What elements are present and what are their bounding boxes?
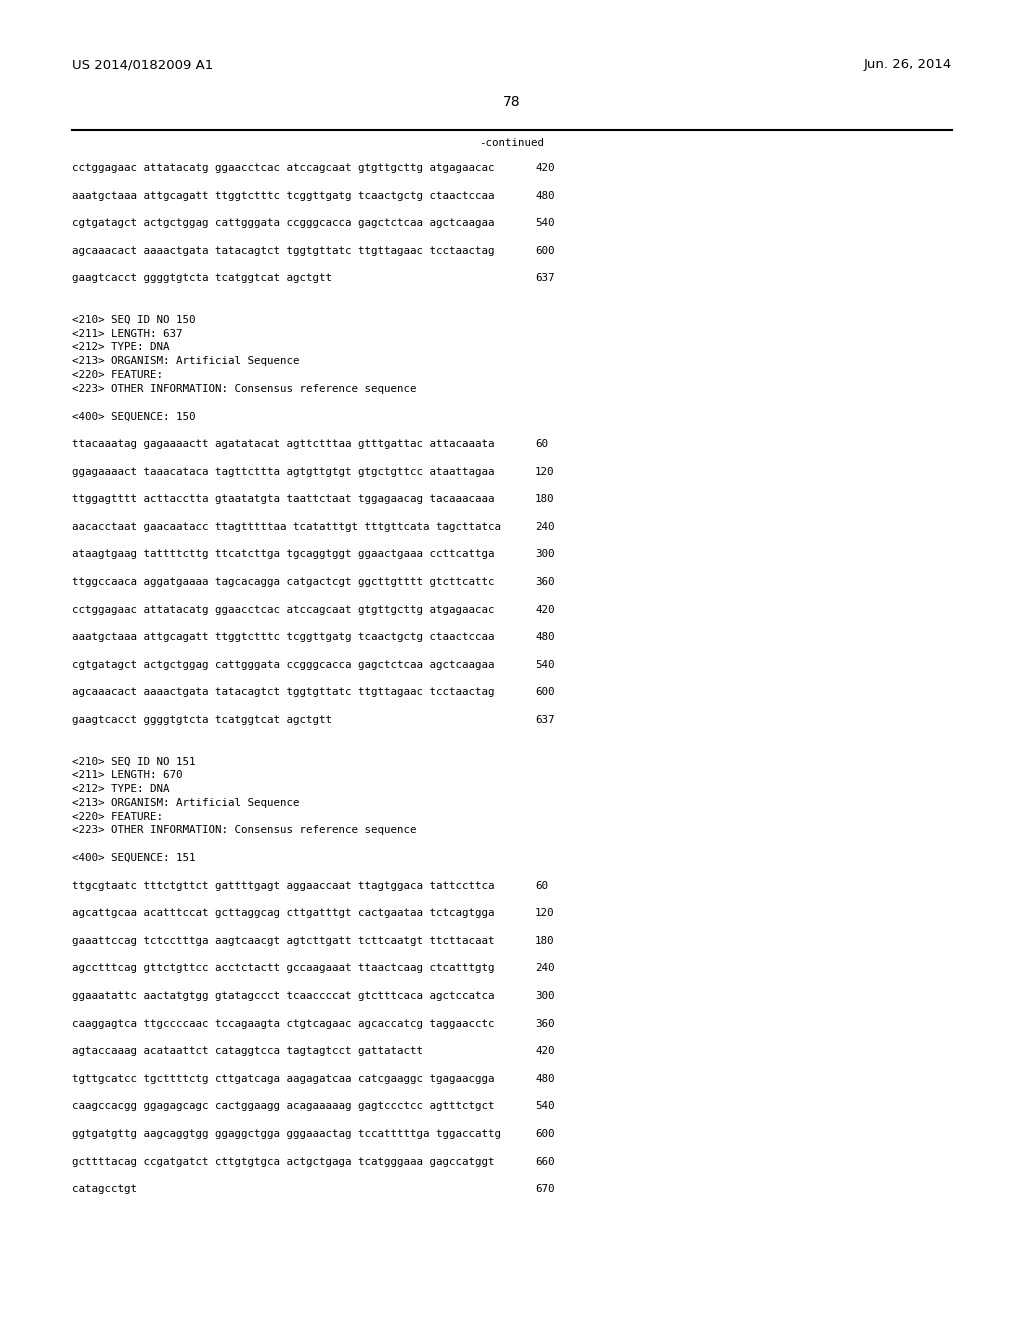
Text: 60: 60 <box>535 440 548 449</box>
Text: 540: 540 <box>535 1101 555 1111</box>
Text: 480: 480 <box>535 190 555 201</box>
Text: Jun. 26, 2014: Jun. 26, 2014 <box>864 58 952 71</box>
Text: ggagaaaact taaacataca tagttcttta agtgttgtgt gtgctgttcc ataattagaa: ggagaaaact taaacataca tagttcttta agtgttg… <box>72 466 495 477</box>
Text: aacacctaat gaacaatacc ttagtttttaa tcatatttgt tttgttcata tagcttatca: aacacctaat gaacaatacc ttagtttttaa tcatat… <box>72 521 501 532</box>
Text: 120: 120 <box>535 466 555 477</box>
Text: 420: 420 <box>535 1047 555 1056</box>
Text: <210> SEQ ID NO 151: <210> SEQ ID NO 151 <box>72 756 196 767</box>
Text: ttggagtttt acttacctta gtaatatgta taattctaat tggagaacag tacaaacaaa: ttggagtttt acttacctta gtaatatgta taattct… <box>72 494 495 504</box>
Text: 78: 78 <box>503 95 521 110</box>
Text: cctggagaac attatacatg ggaacctcac atccagcaat gtgttgcttg atgagaacac: cctggagaac attatacatg ggaacctcac atccagc… <box>72 605 495 615</box>
Text: agtaccaaag acataattct cataggtcca tagtagtcct gattatactt: agtaccaaag acataattct cataggtcca tagtagt… <box>72 1047 423 1056</box>
Text: <400> SEQUENCE: 151: <400> SEQUENCE: 151 <box>72 853 196 863</box>
Text: 600: 600 <box>535 1129 555 1139</box>
Text: 480: 480 <box>535 632 555 643</box>
Text: <213> ORGANISM: Artificial Sequence: <213> ORGANISM: Artificial Sequence <box>72 356 299 366</box>
Text: 420: 420 <box>535 605 555 615</box>
Text: 540: 540 <box>535 218 555 228</box>
Text: 480: 480 <box>535 1073 555 1084</box>
Text: ttgcgtaatc tttctgttct gattttgagt aggaaccaat ttagtggaca tattccttca: ttgcgtaatc tttctgttct gattttgagt aggaacc… <box>72 880 495 891</box>
Text: <213> ORGANISM: Artificial Sequence: <213> ORGANISM: Artificial Sequence <box>72 797 299 808</box>
Text: caagccacgg ggagagcagc cactggaagg acagaaaaag gagtccctcc agtttctgct: caagccacgg ggagagcagc cactggaagg acagaaa… <box>72 1101 495 1111</box>
Text: catagcctgt: catagcctgt <box>72 1184 137 1195</box>
Text: cctggagaac attatacatg ggaacctcac atccagcaat gtgttgcttg atgagaacac: cctggagaac attatacatg ggaacctcac atccagc… <box>72 162 495 173</box>
Text: 120: 120 <box>535 908 555 919</box>
Text: <211> LENGTH: 637: <211> LENGTH: 637 <box>72 329 182 339</box>
Text: <220> FEATURE:: <220> FEATURE: <box>72 812 163 821</box>
Text: US 2014/0182009 A1: US 2014/0182009 A1 <box>72 58 213 71</box>
Text: 420: 420 <box>535 162 555 173</box>
Text: aaatgctaaa attgcagatt ttggtctttc tcggttgatg tcaactgctg ctaactccaa: aaatgctaaa attgcagatt ttggtctttc tcggttg… <box>72 190 495 201</box>
Text: <212> TYPE: DNA: <212> TYPE: DNA <box>72 342 170 352</box>
Text: gaagtcacct ggggtgtcta tcatggtcat agctgtt: gaagtcacct ggggtgtcta tcatggtcat agctgtt <box>72 273 332 284</box>
Text: agcaaacact aaaactgata tatacagtct tggtgttatc ttgttagaac tcctaactag: agcaaacact aaaactgata tatacagtct tggtgtt… <box>72 246 495 256</box>
Text: 600: 600 <box>535 688 555 697</box>
Text: <400> SEQUENCE: 150: <400> SEQUENCE: 150 <box>72 412 196 421</box>
Text: 180: 180 <box>535 494 555 504</box>
Text: 670: 670 <box>535 1184 555 1195</box>
Text: 240: 240 <box>535 964 555 973</box>
Text: -continued: -continued <box>479 139 545 148</box>
Text: ttggccaaca aggatgaaaa tagcacagga catgactcgt ggcttgtttt gtcttcattc: ttggccaaca aggatgaaaa tagcacagga catgact… <box>72 577 495 587</box>
Text: gaagtcacct ggggtgtcta tcatggtcat agctgtt: gaagtcacct ggggtgtcta tcatggtcat agctgtt <box>72 715 332 725</box>
Text: 360: 360 <box>535 1019 555 1028</box>
Text: ggaaatattc aactatgtgg gtatagccct tcaaccccat gtctttcaca agctccatca: ggaaatattc aactatgtgg gtatagccct tcaaccc… <box>72 991 495 1001</box>
Text: agcaaacact aaaactgata tatacagtct tggtgttatc ttgttagaac tcctaactag: agcaaacact aaaactgata tatacagtct tggtgtt… <box>72 688 495 697</box>
Text: gaaattccag tctcctttga aagtcaacgt agtcttgatt tcttcaatgt ttcttacaat: gaaattccag tctcctttga aagtcaacgt agtcttg… <box>72 936 495 946</box>
Text: 637: 637 <box>535 715 555 725</box>
Text: <220> FEATURE:: <220> FEATURE: <box>72 370 163 380</box>
Text: 60: 60 <box>535 880 548 891</box>
Text: <212> TYPE: DNA: <212> TYPE: DNA <box>72 784 170 795</box>
Text: ggtgatgttg aagcaggtgg ggaggctgga gggaaactag tccatttttga tggaccattg: ggtgatgttg aagcaggtgg ggaggctgga gggaaac… <box>72 1129 501 1139</box>
Text: agcctttcag gttctgttcc acctctactt gccaagaaat ttaactcaag ctcatttgtg: agcctttcag gttctgttcc acctctactt gccaaga… <box>72 964 495 973</box>
Text: <210> SEQ ID NO 150: <210> SEQ ID NO 150 <box>72 314 196 325</box>
Text: gcttttacag ccgatgatct cttgtgtgca actgctgaga tcatgggaaa gagccatggt: gcttttacag ccgatgatct cttgtgtgca actgctg… <box>72 1156 495 1167</box>
Text: aaatgctaaa attgcagatt ttggtctttc tcggttgatg tcaactgctg ctaactccaa: aaatgctaaa attgcagatt ttggtctttc tcggttg… <box>72 632 495 643</box>
Text: ataagtgaag tattttcttg ttcatcttga tgcaggtggt ggaactgaaa ccttcattga: ataagtgaag tattttcttg ttcatcttga tgcaggt… <box>72 549 495 560</box>
Text: 637: 637 <box>535 273 555 284</box>
Text: cgtgatagct actgctggag cattgggata ccgggcacca gagctctcaa agctcaagaa: cgtgatagct actgctggag cattgggata ccgggca… <box>72 218 495 228</box>
Text: 600: 600 <box>535 246 555 256</box>
Text: caaggagtca ttgccccaac tccagaagta ctgtcagaac agcaccatcg taggaacctc: caaggagtca ttgccccaac tccagaagta ctgtcag… <box>72 1019 495 1028</box>
Text: 240: 240 <box>535 521 555 532</box>
Text: ttacaaatag gagaaaactt agatatacat agttctttaa gtttgattac attacaaata: ttacaaatag gagaaaactt agatatacat agttctt… <box>72 440 495 449</box>
Text: cgtgatagct actgctggag cattgggata ccgggcacca gagctctcaa agctcaagaa: cgtgatagct actgctggag cattgggata ccgggca… <box>72 660 495 669</box>
Text: 540: 540 <box>535 660 555 669</box>
Text: 180: 180 <box>535 936 555 946</box>
Text: 300: 300 <box>535 991 555 1001</box>
Text: agcattgcaa acatttccat gcttaggcag cttgatttgt cactgaataa tctcagtgga: agcattgcaa acatttccat gcttaggcag cttgatt… <box>72 908 495 919</box>
Text: 660: 660 <box>535 1156 555 1167</box>
Text: tgttgcatcc tgcttttctg cttgatcaga aagagatcaa catcgaaggc tgagaacgga: tgttgcatcc tgcttttctg cttgatcaga aagagat… <box>72 1073 495 1084</box>
Text: 300: 300 <box>535 549 555 560</box>
Text: <223> OTHER INFORMATION: Consensus reference sequence: <223> OTHER INFORMATION: Consensus refer… <box>72 825 417 836</box>
Text: <211> LENGTH: 670: <211> LENGTH: 670 <box>72 770 182 780</box>
Text: <223> OTHER INFORMATION: Consensus reference sequence: <223> OTHER INFORMATION: Consensus refer… <box>72 384 417 393</box>
Text: 360: 360 <box>535 577 555 587</box>
